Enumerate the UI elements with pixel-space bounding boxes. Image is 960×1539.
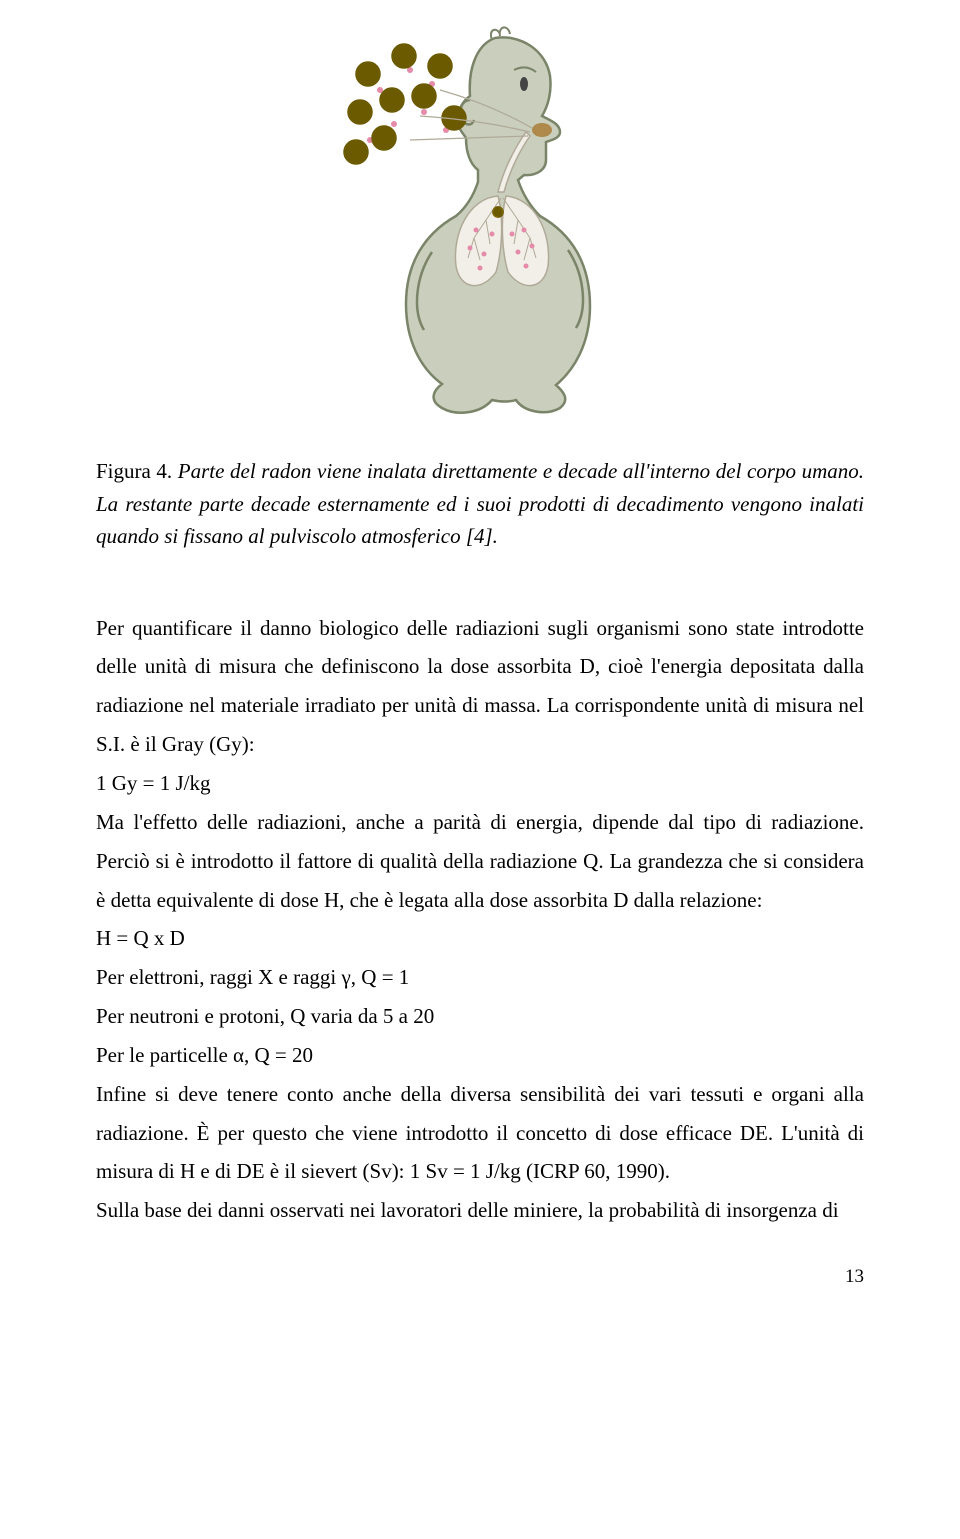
caption-text: Parte del radon viene inalata direttamen…: [96, 459, 864, 548]
line-alpha: Per le particelle α, Q = 20: [96, 1036, 864, 1075]
page-number: 13: [96, 1266, 864, 1288]
line-electrons: Per elettroni, raggi X e raggi γ, Q = 1: [96, 958, 864, 997]
paragraph-3: Infine si deve tenere conto anche della …: [96, 1075, 864, 1192]
figure-illustration: [96, 20, 864, 425]
line-neutrons: Per neutroni e protoni, Q varia da 5 a 2…: [96, 997, 864, 1036]
paragraph-1: Per quantificare il danno biologico dell…: [96, 609, 864, 764]
body-text: Per quantificare il danno biologico dell…: [96, 609, 864, 1231]
equation-1: 1 Gy = 1 J/kg: [96, 764, 864, 803]
paragraph-2: Ma l'effetto delle radiazioni, anche a p…: [96, 803, 864, 920]
equation-2: H = Q x D: [96, 919, 864, 958]
caption-label: Figura 4.: [96, 459, 172, 483]
figure-caption: Figura 4. Parte del radon viene inalata …: [96, 455, 864, 553]
page: Figura 4. Parte del radon viene inalata …: [0, 20, 960, 1328]
radon-lung-svg: [320, 20, 640, 420]
paragraph-4: Sulla base dei danni osservati nei lavor…: [96, 1191, 864, 1230]
